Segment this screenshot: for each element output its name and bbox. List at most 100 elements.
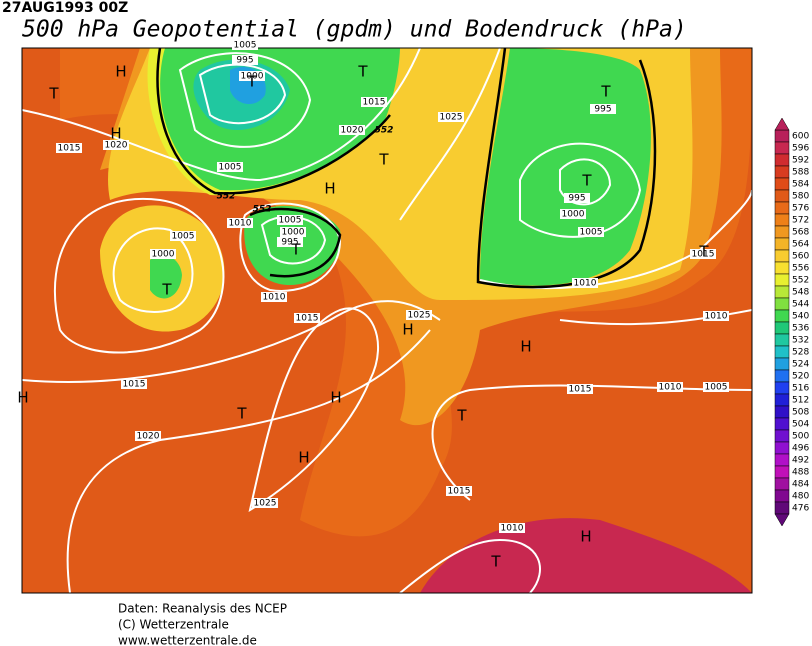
legend-label: 540 <box>792 312 809 322</box>
pressure-center: H <box>324 180 335 198</box>
isobar-label: 1020 <box>105 141 128 151</box>
legend-arrow-top <box>774 117 790 131</box>
isobar-label-bg <box>56 143 82 153</box>
legend-label: 560 <box>792 252 809 262</box>
legend-swatch <box>774 309 790 323</box>
isobar-label: 1010 <box>263 293 286 303</box>
isobar-label-bg <box>578 227 604 237</box>
pressure-center: T <box>48 85 59 103</box>
legend-label: 484 <box>792 480 809 490</box>
legend-label: 548 <box>792 288 809 298</box>
legend-swatch <box>774 453 790 467</box>
isobar-label-bg <box>590 104 616 114</box>
legend-label: 580 <box>792 192 809 202</box>
legend-swatch <box>774 177 790 191</box>
pressure-center: H <box>110 125 121 143</box>
isobar-label: 1005 <box>705 383 728 393</box>
isobar-label: 1020 <box>341 126 364 136</box>
isobar-label: 1015 <box>692 250 715 260</box>
isobar-label: 1005 <box>580 228 603 238</box>
pressure-center: H <box>520 338 531 356</box>
isobar-label-bg <box>232 55 258 65</box>
isobar-label: 1005 <box>219 163 242 173</box>
legend-label: 516 <box>792 384 809 394</box>
pressure-center: T <box>161 281 172 299</box>
isobar-label: 1015 <box>569 385 592 395</box>
legend-label: 544 <box>792 300 809 310</box>
legend-label: 480 <box>792 492 809 502</box>
isobar-label-bg <box>499 523 525 533</box>
isobar-label-bg <box>703 311 729 321</box>
legend-swatch <box>774 441 790 455</box>
isobar-label: 995 <box>594 105 611 115</box>
legend-label: 500 <box>792 432 809 442</box>
legend-swatch <box>774 285 790 299</box>
isobar-label-bg <box>361 97 387 107</box>
isobar-label-bg <box>239 71 265 81</box>
legend-swatch <box>774 165 790 179</box>
date-label: 27AUG1993 00Z <box>2 0 128 16</box>
isobar-label-bg <box>217 162 243 172</box>
isobar-label-bg <box>446 486 472 496</box>
legend-swatch <box>774 153 790 167</box>
pressure-center: T <box>246 73 257 91</box>
isobar-label: 995 <box>281 238 298 248</box>
isobar-label: 1010 <box>705 312 728 322</box>
legend-arrow-bottom <box>774 513 790 527</box>
legend-label: 576 <box>792 204 809 214</box>
map-field <box>22 48 752 593</box>
credit-line: www.wetterzentrale.de <box>118 634 257 646</box>
isobar-label-bg <box>103 140 129 150</box>
legend-swatch <box>774 237 790 251</box>
pressure-center: H <box>402 321 413 339</box>
height-label: 552 <box>253 205 272 215</box>
pressure-center: T <box>581 172 592 190</box>
legend-swatch <box>774 345 790 359</box>
isobar-label: 1025 <box>254 499 277 509</box>
isobar-label-bg <box>690 249 716 259</box>
pressure-center: T <box>236 405 247 423</box>
legend-swatch <box>774 141 790 155</box>
legend-label: 572 <box>792 216 809 226</box>
legend-label: 520 <box>792 372 809 382</box>
isobar-label: 995 <box>568 194 585 204</box>
isobar-label-bg <box>567 384 593 394</box>
legend-swatch <box>774 465 790 479</box>
isobar-label: 1015 <box>123 380 146 390</box>
isobar-label-bg <box>406 310 432 320</box>
pressure-center: H <box>17 389 28 407</box>
legend-swatch <box>774 225 790 239</box>
pressure-center: T <box>290 241 301 259</box>
legend-swatch <box>774 417 790 431</box>
pressure-center: H <box>330 389 341 407</box>
isobar-label: 1015 <box>58 144 81 154</box>
legend-swatch <box>774 273 790 287</box>
legend-swatch <box>774 321 790 335</box>
legend-swatch <box>774 333 790 347</box>
pressure-center: H <box>298 449 309 467</box>
map-title: 500 hPa Geopotential (gpdm) und Bodendru… <box>22 17 687 43</box>
isobar-label: 1005 <box>279 216 302 226</box>
legend-label: 504 <box>792 420 809 430</box>
legend-swatch <box>774 369 790 383</box>
legend-label: 496 <box>792 444 809 454</box>
legend-label: 508 <box>792 408 809 418</box>
isobar-label: 1020 <box>137 432 160 442</box>
legend-swatch <box>774 189 790 203</box>
isobar-label-bg <box>232 40 258 50</box>
pressure-center: H <box>115 63 126 81</box>
isobar-label: 1000 <box>282 228 305 238</box>
pressure-center: T <box>456 407 467 425</box>
isobar-label: 1015 <box>448 487 471 497</box>
legend-label: 596 <box>792 144 809 154</box>
pressure-center: T <box>490 553 501 571</box>
pressure-center: T <box>600 83 611 101</box>
legend-swatch <box>774 429 790 443</box>
legend-swatch <box>774 381 790 395</box>
isobar-label: 1010 <box>501 524 524 534</box>
isobar-label-bg <box>261 292 287 302</box>
legend-label: 492 <box>792 456 809 466</box>
legend-label: 588 <box>792 168 809 178</box>
isobar-label-bg <box>294 313 320 323</box>
